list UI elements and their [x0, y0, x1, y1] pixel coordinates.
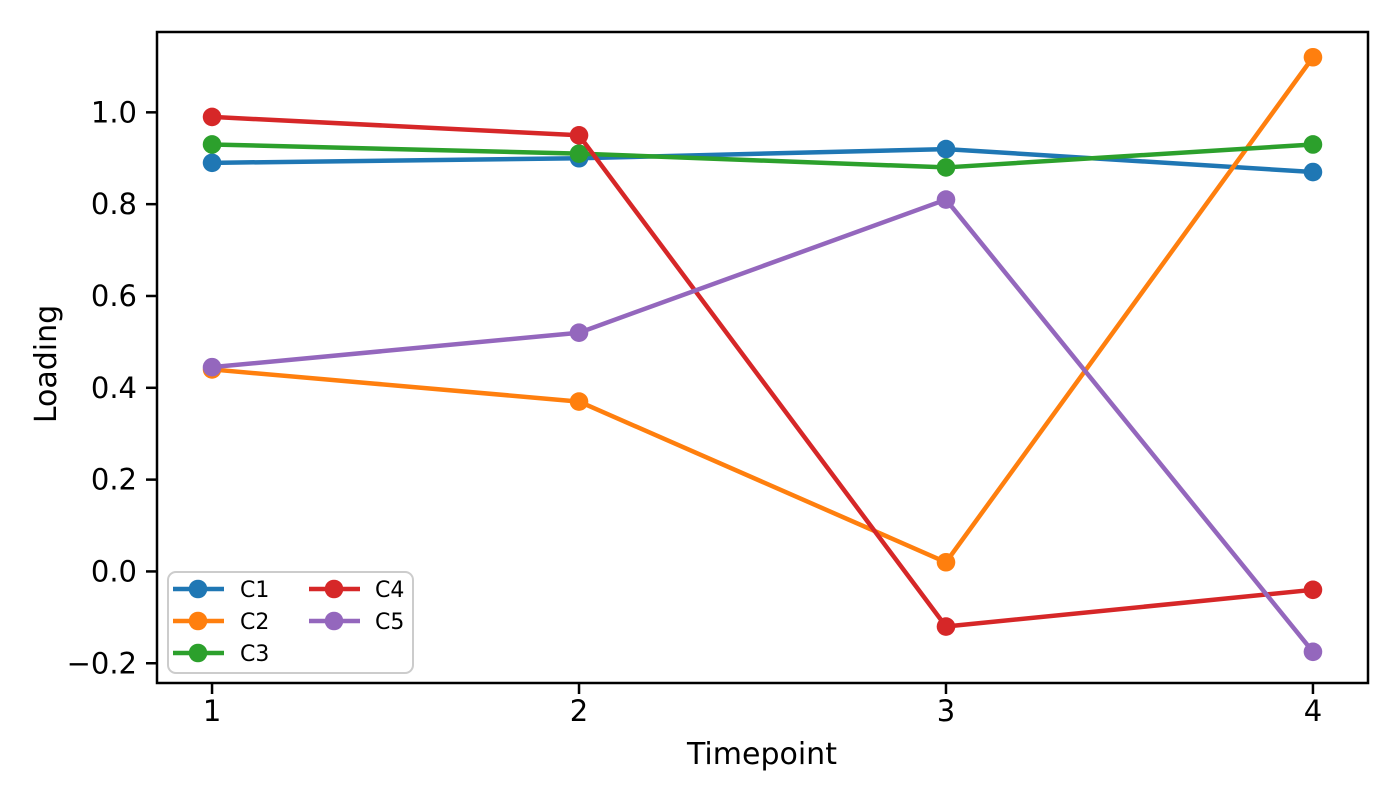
marker-C3-t2	[569, 144, 589, 163]
marker-C4-t4	[1303, 580, 1323, 600]
y-tick-label: 0.8	[91, 187, 137, 221]
y-tick-label: 0.0	[91, 554, 137, 588]
x-tick-label: 2	[570, 694, 588, 728]
x-tick-label: 4	[1304, 694, 1322, 728]
y-tick-label: 0.4	[91, 371, 137, 405]
marker-C5-t2	[569, 323, 589, 343]
x-tick-label: 3	[937, 694, 955, 728]
y-tick-label: 1.0	[91, 95, 137, 129]
marker-C1-t4	[1303, 162, 1323, 182]
legend-box	[167, 571, 414, 674]
marker-C5-t4	[1303, 642, 1323, 662]
legend-handle-marker-C3	[188, 643, 208, 663]
marker-C4-t1	[202, 107, 222, 127]
legend-label-C3: C3	[240, 642, 269, 667]
y-axis-label: Loading	[29, 305, 64, 423]
series-line-C4	[211, 114, 1314, 629]
legend-label-C5: C5	[375, 610, 404, 635]
marker-C5-t3	[936, 190, 956, 209]
legend-handle-marker-C4	[324, 579, 344, 599]
marker-C3-t1	[202, 135, 222, 154]
marker-C2-t2	[569, 392, 589, 411]
legend-label-C1: C1	[240, 578, 269, 603]
y-tick-label: 0.6	[91, 279, 137, 313]
series-line-C2	[211, 55, 1315, 565]
marker-C3-t3	[936, 158, 956, 177]
plot-area: 1 2 3 4 −0.2 0.0 0.2 0.4 0.6 0.8 1.0 C1 C2 C3 C4 C5	[67, 30, 1370, 728]
marker-C2-t4	[1303, 47, 1323, 67]
x-axis-label: Timepoint	[686, 737, 837, 772]
marker-C4-t3	[936, 617, 956, 636]
legend-handle-marker-C5	[324, 611, 344, 631]
legend-handle-marker-C2	[188, 611, 208, 631]
y-tick-label: 0.2	[91, 463, 137, 497]
marker-C2-t3	[936, 552, 956, 572]
marker-C1-t1	[202, 153, 222, 173]
marker-C1-t3	[936, 139, 956, 159]
y-tick-label: −0.2	[67, 646, 137, 680]
series-line-C1	[212, 146, 1314, 175]
x-tick-label: 1	[203, 694, 221, 728]
series-line-C5	[211, 197, 1315, 654]
marker-C4-t2	[569, 125, 589, 145]
legend-label-C2: C2	[240, 610, 269, 635]
axes-frame	[155, 30, 1370, 685]
legend-handle-marker-C1	[188, 579, 208, 599]
marker-C5-t1	[202, 357, 222, 377]
marker-C3-t4	[1303, 135, 1323, 154]
series-line-C3	[211, 142, 1314, 170]
legend-label-C4: C4	[375, 578, 404, 603]
